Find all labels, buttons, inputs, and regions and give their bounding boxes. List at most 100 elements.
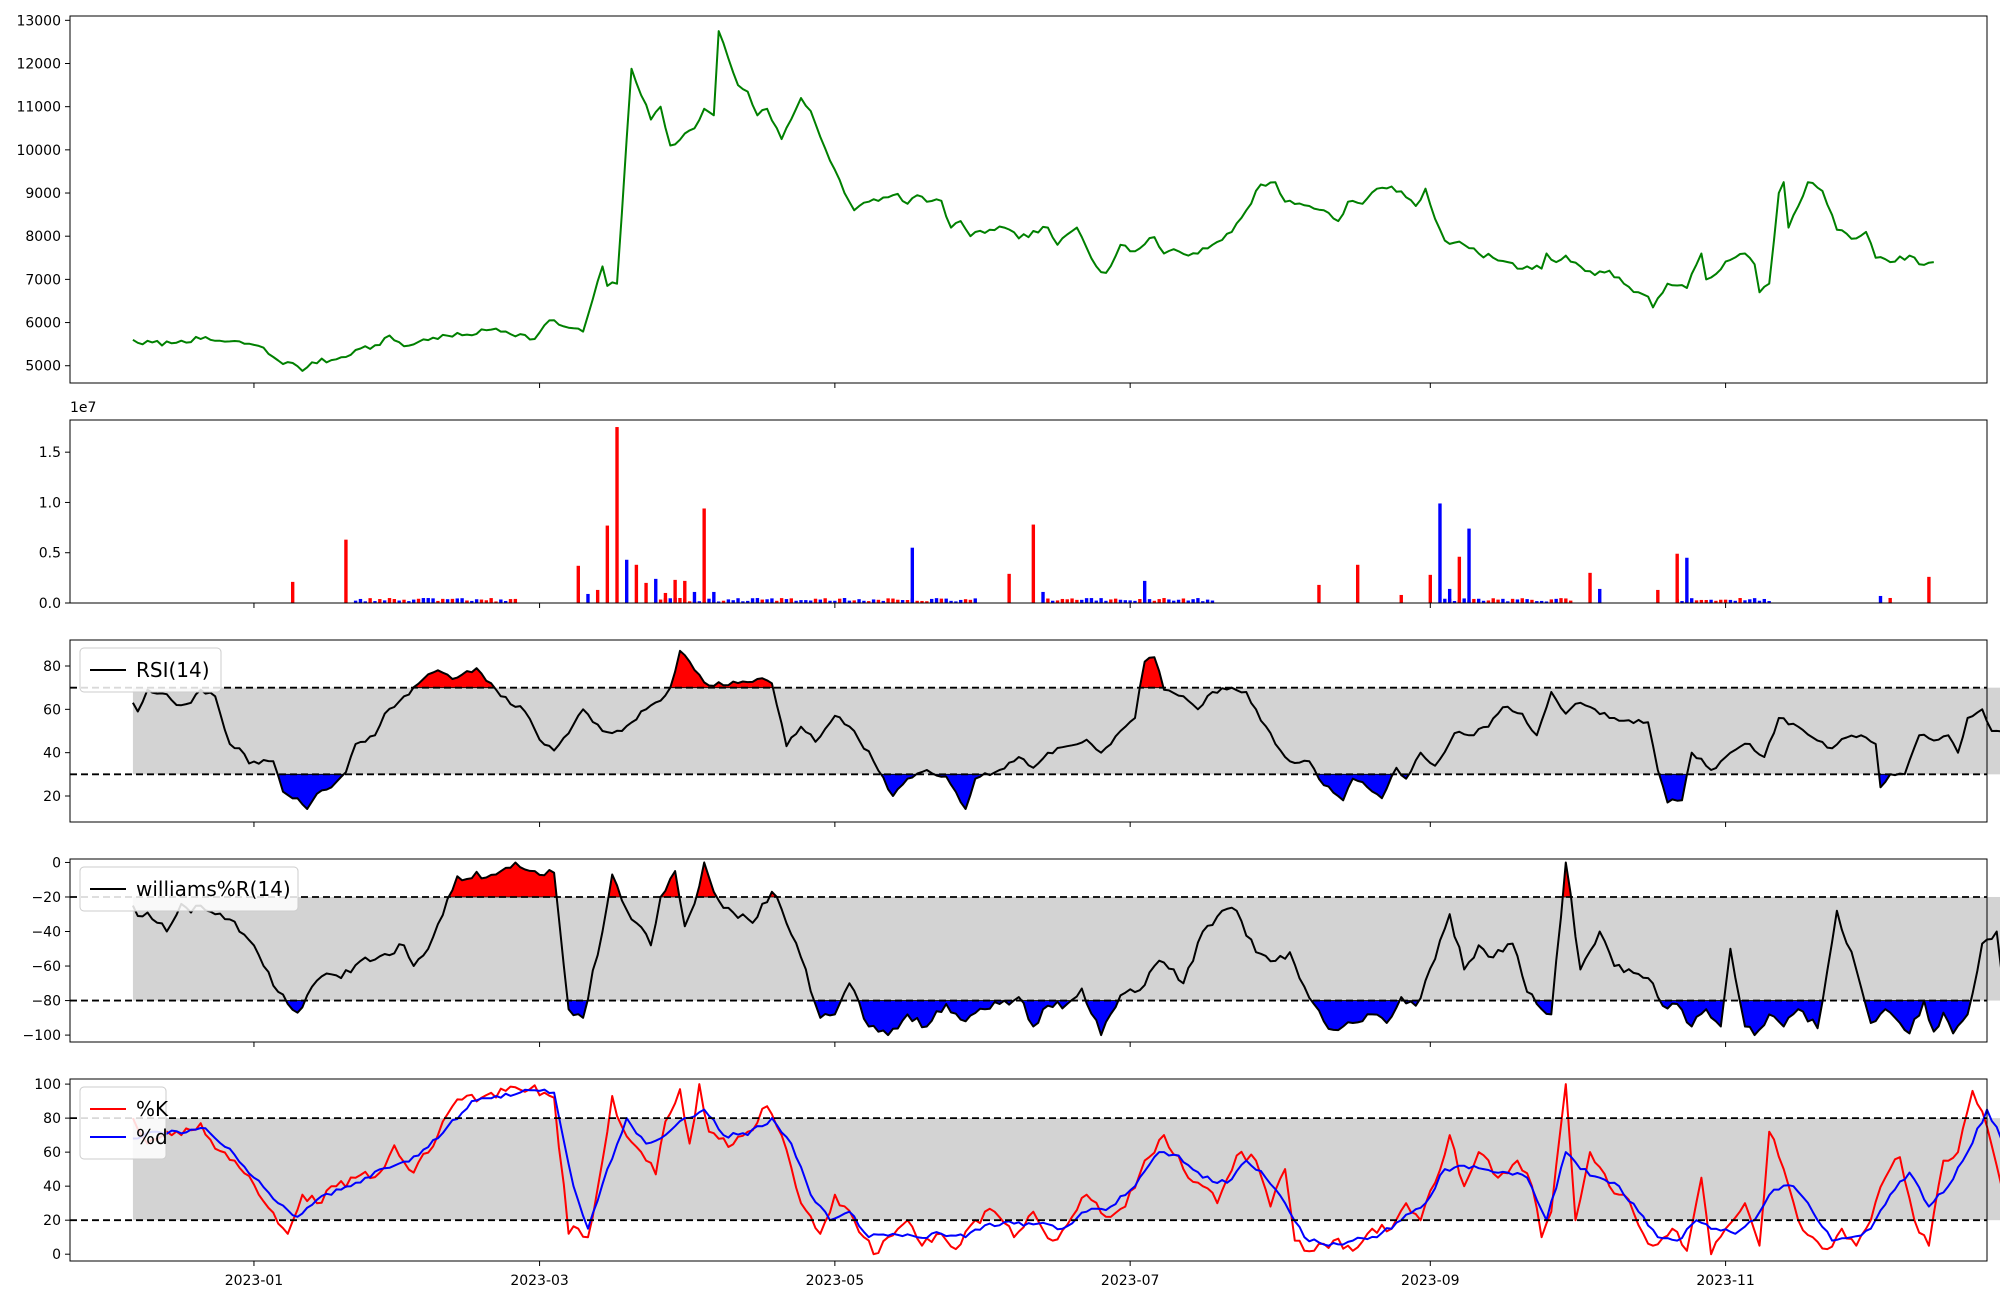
volume-bar — [479, 599, 484, 603]
volume-bar — [1462, 598, 1466, 603]
volume-bar — [1157, 599, 1161, 603]
volume-bar — [1080, 599, 1084, 603]
volume-bar — [1515, 599, 1520, 603]
volume-bar — [1007, 573, 1011, 603]
rsi-axes-frame — [69, 639, 1988, 823]
volume-bar — [697, 601, 702, 603]
volume-bar — [857, 599, 861, 603]
volume-bar — [1496, 599, 1500, 603]
volume-bar — [382, 600, 387, 603]
volume-bar — [412, 599, 416, 603]
volume-bar — [1738, 598, 1742, 603]
volume-bar — [1147, 599, 1152, 603]
price-ytick-label: 9000 — [25, 186, 61, 202]
stochastic-ytick-label: 100 — [34, 1077, 61, 1093]
volume-bar — [1099, 598, 1103, 603]
volume-bar — [445, 599, 450, 603]
volume-bar — [712, 591, 716, 603]
stochastic-legend-label: %d — [136, 1125, 168, 1149]
volume-bar — [765, 599, 769, 603]
volume-bar — [1888, 597, 1892, 603]
volume-bar — [741, 601, 745, 603]
price-axes-frame — [69, 15, 1988, 384]
volume-bar — [707, 598, 711, 603]
volume-bar — [595, 589, 600, 603]
volume-bar — [1544, 601, 1549, 603]
volume-bar — [692, 591, 697, 603]
x-tick-label: 2023-07 — [1101, 1273, 1160, 1289]
x-tick-label: 2023-11 — [1696, 1273, 1755, 1289]
volume-bar — [755, 598, 760, 603]
volume-bar — [1104, 600, 1108, 603]
volume-bar — [1535, 601, 1539, 603]
volume-bar — [1714, 600, 1718, 603]
rsi-legend — [79, 647, 222, 693]
volume-ytick-label: 0.5 — [39, 546, 61, 562]
volume-bar — [576, 565, 580, 603]
volume-bar — [1733, 600, 1737, 603]
volume-bar — [1065, 599, 1069, 603]
stochastic-k-line — [131, 1083, 2000, 1256]
williams-legend-label: williams%R(14) — [136, 877, 291, 901]
volume-bar — [1539, 600, 1544, 603]
volume-bar — [358, 598, 363, 603]
volume-bar — [1084, 598, 1089, 603]
rsi-line — [132, 649, 2000, 810]
stochastic-ytick-label: 20 — [43, 1213, 61, 1229]
volume-bar — [387, 598, 392, 603]
volume-bar — [1060, 598, 1065, 603]
volume-bar — [1723, 599, 1728, 603]
volume-bar — [900, 600, 905, 603]
volume-bar — [929, 598, 934, 603]
volume-bar — [842, 598, 847, 603]
rsi-ytick-label: 80 — [43, 659, 61, 675]
volume-bar — [1656, 589, 1660, 603]
volume-bar — [1743, 600, 1747, 603]
volume-bar — [934, 598, 939, 603]
stochastic-legend-label: %K — [136, 1097, 169, 1121]
volume-bar — [867, 601, 871, 603]
volume-bar — [1181, 598, 1186, 603]
volume-bar — [862, 600, 866, 603]
volume-bar — [1399, 594, 1403, 603]
volume-bar — [484, 600, 489, 603]
volume-bar — [363, 601, 367, 603]
volume-bar — [1685, 557, 1689, 603]
volume-bar — [954, 601, 958, 603]
volume-bar — [963, 599, 968, 603]
volume-bar — [799, 600, 803, 603]
stochastic-legend — [79, 1086, 167, 1160]
volume-bar — [1728, 599, 1733, 603]
volume-ytick-label: 1.0 — [39, 495, 61, 511]
volume-bar — [818, 599, 823, 603]
volume-bar — [503, 600, 508, 603]
price-ytick-label: 13000 — [16, 13, 61, 29]
williams-ytick-label: 0 — [52, 855, 61, 871]
williams-ytick-label: −60 — [31, 959, 61, 975]
williams-legend — [79, 866, 299, 912]
volume-bar — [508, 599, 513, 603]
volume-bar — [1046, 598, 1050, 603]
volume-bar — [1089, 598, 1094, 603]
volume-bar — [1704, 599, 1708, 603]
volume-bar — [702, 508, 706, 603]
volume-bar — [1690, 598, 1694, 603]
price-ytick-label: 5000 — [25, 359, 61, 375]
volume-bar — [1201, 601, 1205, 603]
volume-bar — [1070, 598, 1074, 603]
volume-bar — [1752, 598, 1757, 603]
x-tick-label: 2023-09 — [1401, 1273, 1460, 1289]
volume-bar — [368, 598, 372, 603]
volume-bar — [586, 593, 590, 603]
volume-bar — [353, 600, 358, 603]
volume-bar — [658, 599, 663, 603]
stochastic-ytick-label: 80 — [43, 1111, 61, 1127]
volume-bar — [402, 599, 406, 603]
price-line — [132, 30, 1934, 372]
volume-bar — [1172, 600, 1176, 603]
volume-bar — [1051, 600, 1055, 603]
volume-bar — [290, 581, 295, 603]
price-ytick-label: 8000 — [25, 229, 61, 245]
volume-bar — [736, 598, 740, 603]
